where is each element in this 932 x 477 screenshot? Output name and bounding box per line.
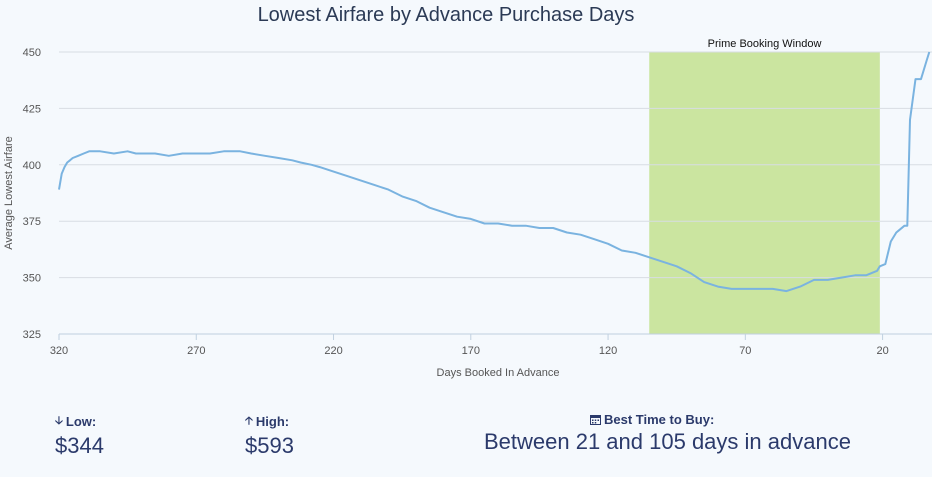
high-stat: 🡡 High: $593 bbox=[245, 412, 294, 459]
x-tick-label: 20 bbox=[876, 345, 888, 357]
high-value: $593 bbox=[245, 433, 294, 458]
airfare-line bbox=[58, 51, 931, 293]
calendar-icon bbox=[590, 415, 601, 425]
band-rect bbox=[649, 52, 880, 334]
y-tick-label: 350 bbox=[23, 273, 41, 285]
best-time-label: Best Time to Buy: bbox=[604, 412, 715, 427]
best-time-value: Between 21 and 105 days in advance bbox=[484, 429, 851, 454]
y-tick-label: 375 bbox=[23, 216, 41, 228]
y-tick-label: 400 bbox=[23, 160, 41, 172]
low-label: Low: bbox=[65, 414, 97, 429]
low-stat: 🡣 Low: $344 bbox=[55, 412, 104, 459]
x-axis-label: Days Booked In Advance bbox=[437, 367, 560, 379]
airfare-chart: Lowest Airfare by Advance Purchase Days … bbox=[3, 4, 932, 379]
y-tick-label: 325 bbox=[23, 329, 41, 341]
x-tick-label: 320 bbox=[50, 345, 68, 357]
series-line bbox=[58, 51, 931, 293]
y-axis-label: Average Lowest Airfare bbox=[3, 136, 15, 250]
y-tick-label: 450 bbox=[23, 47, 41, 59]
chart-title: Lowest Airfare by Advance Purchase Days bbox=[258, 4, 635, 26]
prime-booking-window-band: Prime Booking Window bbox=[649, 38, 880, 334]
y-tick-label: 425 bbox=[23, 103, 41, 115]
x-axis: 320 270 220 170 120 70 20 bbox=[50, 333, 932, 357]
band-label: Prime Booking Window bbox=[708, 38, 822, 50]
arrow-down-icon: 🡣 bbox=[55, 415, 63, 427]
high-label: High: bbox=[255, 414, 290, 429]
y-axis: 325 350 375 400 425 450 bbox=[23, 47, 41, 341]
x-tick-label: 170 bbox=[462, 345, 480, 357]
x-tick-label: 220 bbox=[324, 345, 342, 357]
low-value: $344 bbox=[55, 433, 104, 458]
grid bbox=[59, 51, 932, 279]
x-tick-label: 70 bbox=[739, 345, 751, 357]
arrow-up-icon: 🡡 bbox=[245, 415, 253, 427]
x-tick-label: 120 bbox=[599, 345, 617, 357]
x-tick-label: 270 bbox=[187, 345, 205, 357]
best-time-stat: Best Time to Buy: Between 21 and 105 day… bbox=[484, 412, 851, 455]
